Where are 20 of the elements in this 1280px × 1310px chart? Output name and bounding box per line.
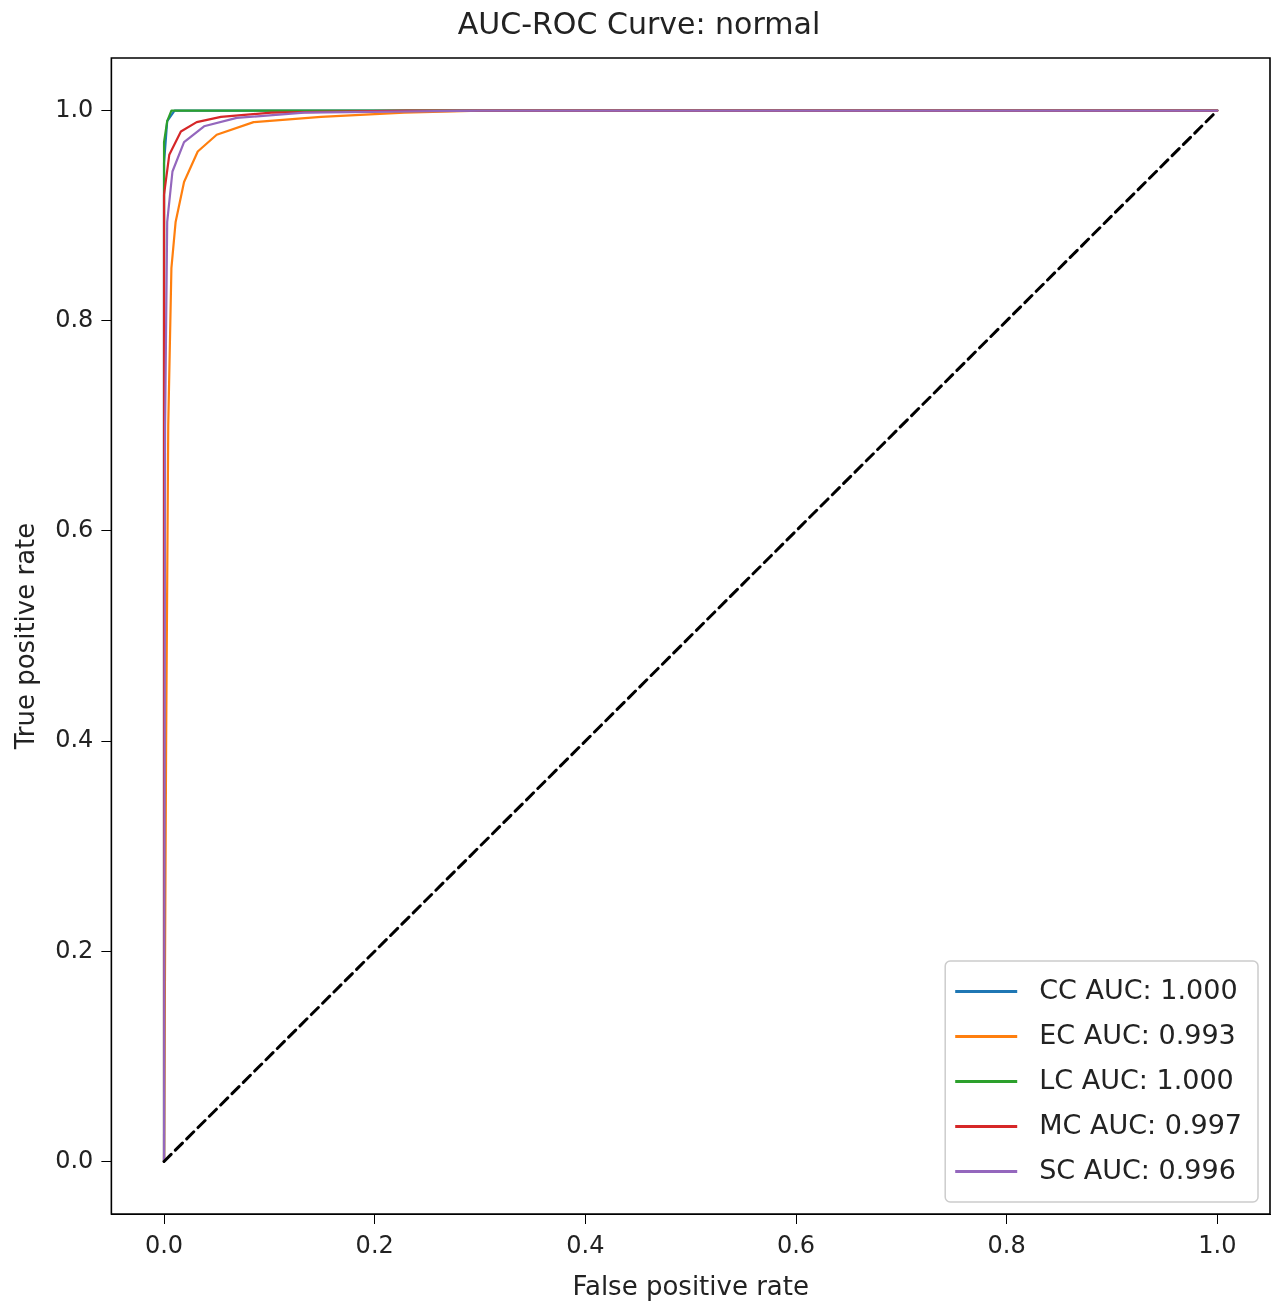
x-tick-label: 0.0 — [144, 1230, 184, 1259]
x-tick-label: 0.8 — [987, 1230, 1026, 1259]
chart-title: AUC-ROC Curve: normal — [457, 5, 821, 41]
legend-label: LC AUC: 1.000 — [1039, 1063, 1234, 1095]
x-tick-label: 0.2 — [355, 1230, 394, 1259]
y-tick-label: 0.6 — [55, 515, 94, 544]
legend-label: EC AUC: 0.993 — [1039, 1018, 1236, 1050]
x-tick-label: 0.4 — [566, 1230, 605, 1259]
legend-label: MC AUC: 0.997 — [1039, 1108, 1243, 1140]
x-tick-label: 1.0 — [1198, 1230, 1237, 1259]
y-tick-label: 0.0 — [55, 1145, 94, 1174]
y-tick-label: 0.2 — [55, 935, 94, 964]
y-tick-label: 1.0 — [55, 94, 94, 123]
x-axis-title: False positive rate — [572, 1271, 809, 1302]
y-axis-title: True positive rate — [10, 522, 41, 751]
legend-label: SC AUC: 0.996 — [1039, 1153, 1236, 1185]
legend-label: CC AUC: 1.000 — [1039, 973, 1238, 1005]
y-tick-label: 0.4 — [55, 725, 94, 754]
y-tick-label: 0.8 — [55, 304, 94, 333]
x-tick-label: 0.6 — [776, 1230, 816, 1259]
